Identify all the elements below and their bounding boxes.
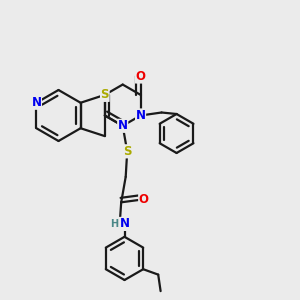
Text: N: N (118, 119, 128, 132)
Text: N: N (32, 96, 41, 109)
Text: N: N (136, 109, 146, 122)
Text: H: H (110, 219, 118, 229)
Text: S: S (123, 145, 131, 158)
Text: O: O (136, 70, 146, 83)
Text: O: O (139, 193, 149, 206)
Text: N: N (119, 218, 130, 230)
Text: S: S (100, 88, 109, 101)
